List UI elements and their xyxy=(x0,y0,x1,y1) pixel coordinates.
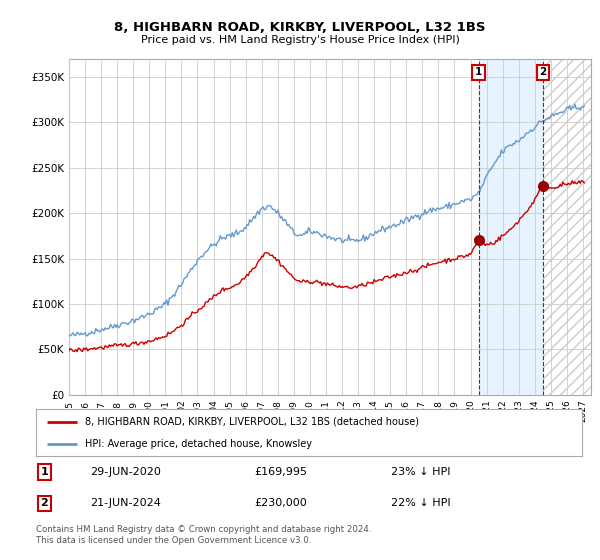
Text: 22% ↓ HPI: 22% ↓ HPI xyxy=(391,498,451,508)
Text: 1: 1 xyxy=(475,67,482,77)
Text: 8, HIGHBARN ROAD, KIRKBY, LIVERPOOL, L32 1BS (detached house): 8, HIGHBARN ROAD, KIRKBY, LIVERPOOL, L32… xyxy=(85,417,419,427)
Text: £169,995: £169,995 xyxy=(254,467,307,477)
Text: Price paid vs. HM Land Registry's House Price Index (HPI): Price paid vs. HM Land Registry's House … xyxy=(140,35,460,45)
Text: 21-JUN-2024: 21-JUN-2024 xyxy=(91,498,161,508)
Text: 1: 1 xyxy=(40,467,48,477)
Text: 2: 2 xyxy=(539,67,547,77)
Text: HPI: Average price, detached house, Knowsley: HPI: Average price, detached house, Know… xyxy=(85,438,312,449)
Bar xyxy=(479,59,543,395)
Text: Contains HM Land Registry data © Crown copyright and database right 2024.
This d: Contains HM Land Registry data © Crown c… xyxy=(36,525,371,545)
Text: 2: 2 xyxy=(40,498,48,508)
Text: £230,000: £230,000 xyxy=(254,498,307,508)
Text: 23% ↓ HPI: 23% ↓ HPI xyxy=(391,467,451,477)
Bar xyxy=(543,59,591,395)
Text: 29-JUN-2020: 29-JUN-2020 xyxy=(91,467,161,477)
Text: 8, HIGHBARN ROAD, KIRKBY, LIVERPOOL, L32 1BS: 8, HIGHBARN ROAD, KIRKBY, LIVERPOOL, L32… xyxy=(114,21,486,34)
